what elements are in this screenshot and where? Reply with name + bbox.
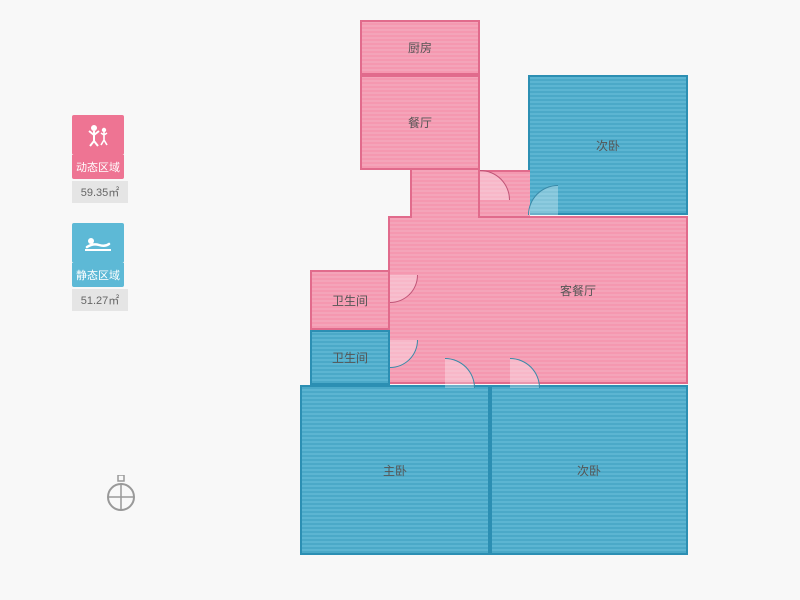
legend-static-value: 51.27㎡ bbox=[72, 289, 128, 311]
floorplan: 厨房 餐厅 次卧 客餐厅 卫生间 卫生间 主卧 次卧 bbox=[300, 20, 730, 570]
compass-icon bbox=[105, 475, 137, 507]
room-master: 主卧 bbox=[300, 385, 490, 555]
legend-dynamic-icon bbox=[72, 115, 124, 155]
room-corridor bbox=[410, 170, 480, 218]
legend-panel: 动态区域 59.35㎡ 静态区域 51.27㎡ bbox=[72, 115, 162, 331]
rest-icon bbox=[83, 233, 113, 253]
label-bed2a: 次卧 bbox=[596, 137, 620, 154]
legend-dynamic-label: 动态区域 bbox=[72, 155, 124, 179]
room-bed2b: 次卧 bbox=[490, 385, 688, 555]
room-bath2: 卫生间 bbox=[310, 330, 390, 385]
people-icon bbox=[84, 123, 112, 147]
legend-static-label: 静态区域 bbox=[72, 263, 124, 287]
legend-dynamic: 动态区域 59.35㎡ bbox=[72, 115, 162, 203]
legend-static: 静态区域 51.27㎡ bbox=[72, 223, 162, 311]
room-dining: 餐厅 bbox=[360, 75, 480, 170]
label-bath2: 卫生间 bbox=[332, 349, 368, 366]
legend-dynamic-value: 59.35㎡ bbox=[72, 181, 128, 203]
label-master: 主卧 bbox=[383, 462, 407, 479]
room-kitchen: 厨房 bbox=[360, 20, 480, 75]
room-living: 客餐厅 bbox=[388, 216, 688, 384]
room-bath1: 卫生间 bbox=[310, 270, 390, 330]
legend-static-icon bbox=[72, 223, 124, 263]
label-bath1: 卫生间 bbox=[332, 292, 368, 309]
label-kitchen: 厨房 bbox=[408, 39, 432, 56]
label-bed2b: 次卧 bbox=[577, 462, 601, 479]
label-living: 客餐厅 bbox=[560, 282, 596, 299]
label-dining: 餐厅 bbox=[408, 114, 432, 131]
